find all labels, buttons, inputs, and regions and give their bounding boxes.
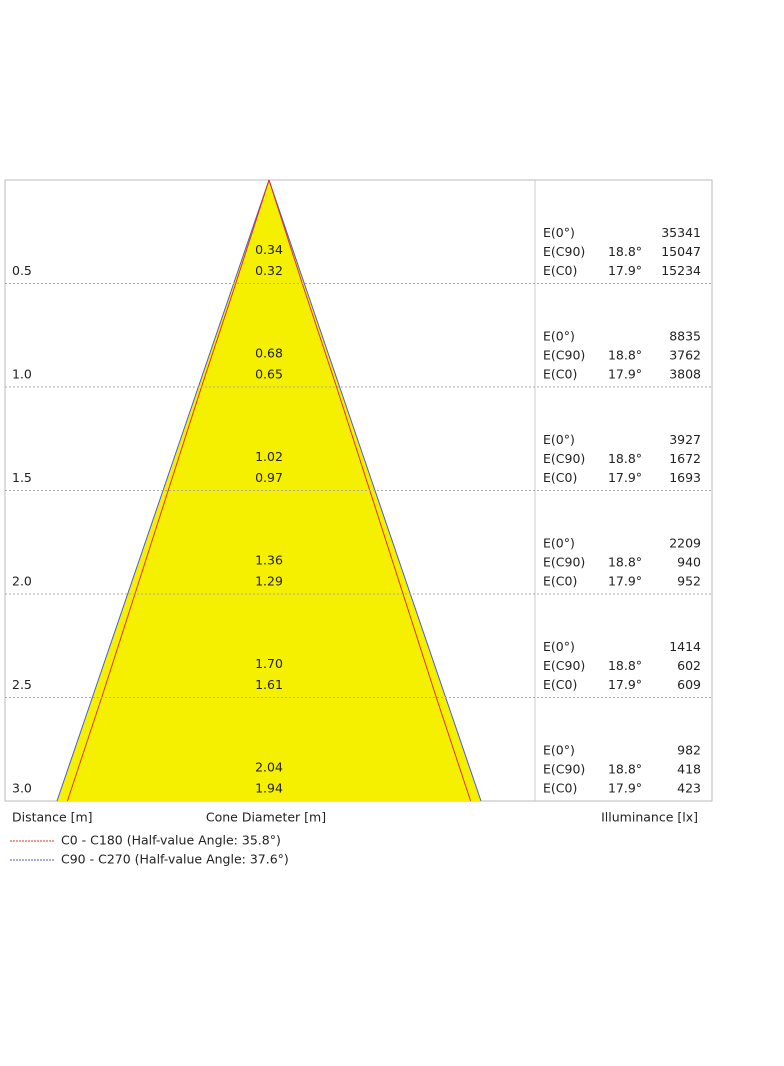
- illuminance-value: 609: [677, 677, 701, 692]
- illuminance-value: 602: [677, 658, 701, 673]
- diameter-label: 0.68: [255, 346, 283, 361]
- y-tick-label: 3.0: [12, 781, 32, 796]
- illuminance-value: 982: [677, 743, 701, 758]
- diameter-label: 2.04: [255, 760, 283, 775]
- illuminance-label: Illuminance [lx]: [601, 810, 698, 825]
- angle-label: 17.9°: [608, 677, 642, 692]
- illuminance-value: 940: [677, 555, 701, 570]
- illuminance-row-label: E(C0): [543, 677, 577, 692]
- y-tick-label: 1.0: [12, 367, 32, 382]
- diameter-label: 0.34: [255, 242, 283, 257]
- diameter-label: 1.02: [255, 449, 283, 464]
- illuminance-row-label: E(C0): [543, 574, 577, 589]
- illuminance-value: 952: [677, 574, 701, 589]
- diameter-label: 0.32: [255, 263, 283, 278]
- illuminance-value: 3927: [669, 432, 701, 447]
- angle-label: 17.9°: [608, 367, 642, 382]
- illuminance-row-label: E(0°): [543, 743, 575, 758]
- diameter-label: 1.29: [255, 574, 283, 589]
- illuminance-value: 1672: [669, 451, 701, 466]
- angle-label: 17.9°: [608, 470, 642, 485]
- illuminance-value: 418: [677, 762, 701, 777]
- y-tick-label: 0.5: [12, 263, 32, 278]
- y-tick-label: 2.5: [12, 677, 32, 692]
- illuminance-value: 15047: [661, 244, 701, 259]
- angle-label: 18.8°: [608, 244, 642, 259]
- illuminance-value: 8835: [669, 329, 701, 344]
- illuminance-row-label: E(C90): [543, 348, 585, 363]
- illuminance-value: 2209: [669, 536, 701, 551]
- angle-label: 18.8°: [608, 348, 642, 363]
- illuminance-value: 3808: [669, 367, 701, 382]
- illuminance-row-label: E(C90): [543, 555, 585, 570]
- illuminance-value: 15234: [661, 263, 701, 278]
- x-axis-label: Distance [m]: [12, 810, 93, 825]
- illuminance-value: 1693: [669, 470, 701, 485]
- angle-label: 17.9°: [608, 574, 642, 589]
- diameter-label: 1.94: [255, 781, 283, 796]
- illuminance-row-label: E(C90): [543, 451, 585, 466]
- illuminance-value: 35341: [661, 225, 701, 240]
- illuminance-row-label: E(C90): [543, 244, 585, 259]
- illuminance-row-label: E(0°): [543, 432, 575, 447]
- illuminance-row-label: E(0°): [543, 225, 575, 240]
- diameter-label: 0.97: [255, 470, 283, 485]
- angle-label: 18.8°: [608, 451, 642, 466]
- angle-label: 18.8°: [608, 658, 642, 673]
- illuminance-row-label: E(C0): [543, 470, 577, 485]
- illuminance-value: 3762: [669, 348, 701, 363]
- illuminance-value: 423: [677, 781, 701, 796]
- illuminance-row-label: E(C0): [543, 781, 577, 796]
- illuminance-row-label: E(C90): [543, 762, 585, 777]
- diameter-label: 1.70: [255, 656, 283, 671]
- legend-label: C0 - C180 (Half-value Angle: 35.8°): [61, 833, 281, 848]
- illuminance-row-label: E(0°): [543, 329, 575, 344]
- legend-label: C90 - C270 (Half-value Angle: 37.6°): [61, 852, 289, 867]
- diameter-label: 0.65: [255, 367, 283, 382]
- illuminance-value: 1414: [669, 639, 701, 654]
- diameter-label: 1.61: [255, 677, 283, 692]
- diameter-label: Cone Diameter [m]: [206, 810, 326, 825]
- illuminance-row-label: E(0°): [543, 639, 575, 654]
- illuminance-row-label: E(0°): [543, 536, 575, 551]
- illuminance-row-label: E(C90): [543, 658, 585, 673]
- diameter-label: 1.36: [255, 553, 283, 568]
- angle-label: 17.9°: [608, 263, 642, 278]
- angle-label: 17.9°: [608, 781, 642, 796]
- illuminance-row-label: E(C0): [543, 263, 577, 278]
- y-tick-label: 1.5: [12, 470, 32, 485]
- y-tick-label: 2.0: [12, 574, 32, 589]
- angle-label: 18.8°: [608, 555, 642, 570]
- illuminance-row-label: E(C0): [543, 367, 577, 382]
- angle-label: 18.8°: [608, 762, 642, 777]
